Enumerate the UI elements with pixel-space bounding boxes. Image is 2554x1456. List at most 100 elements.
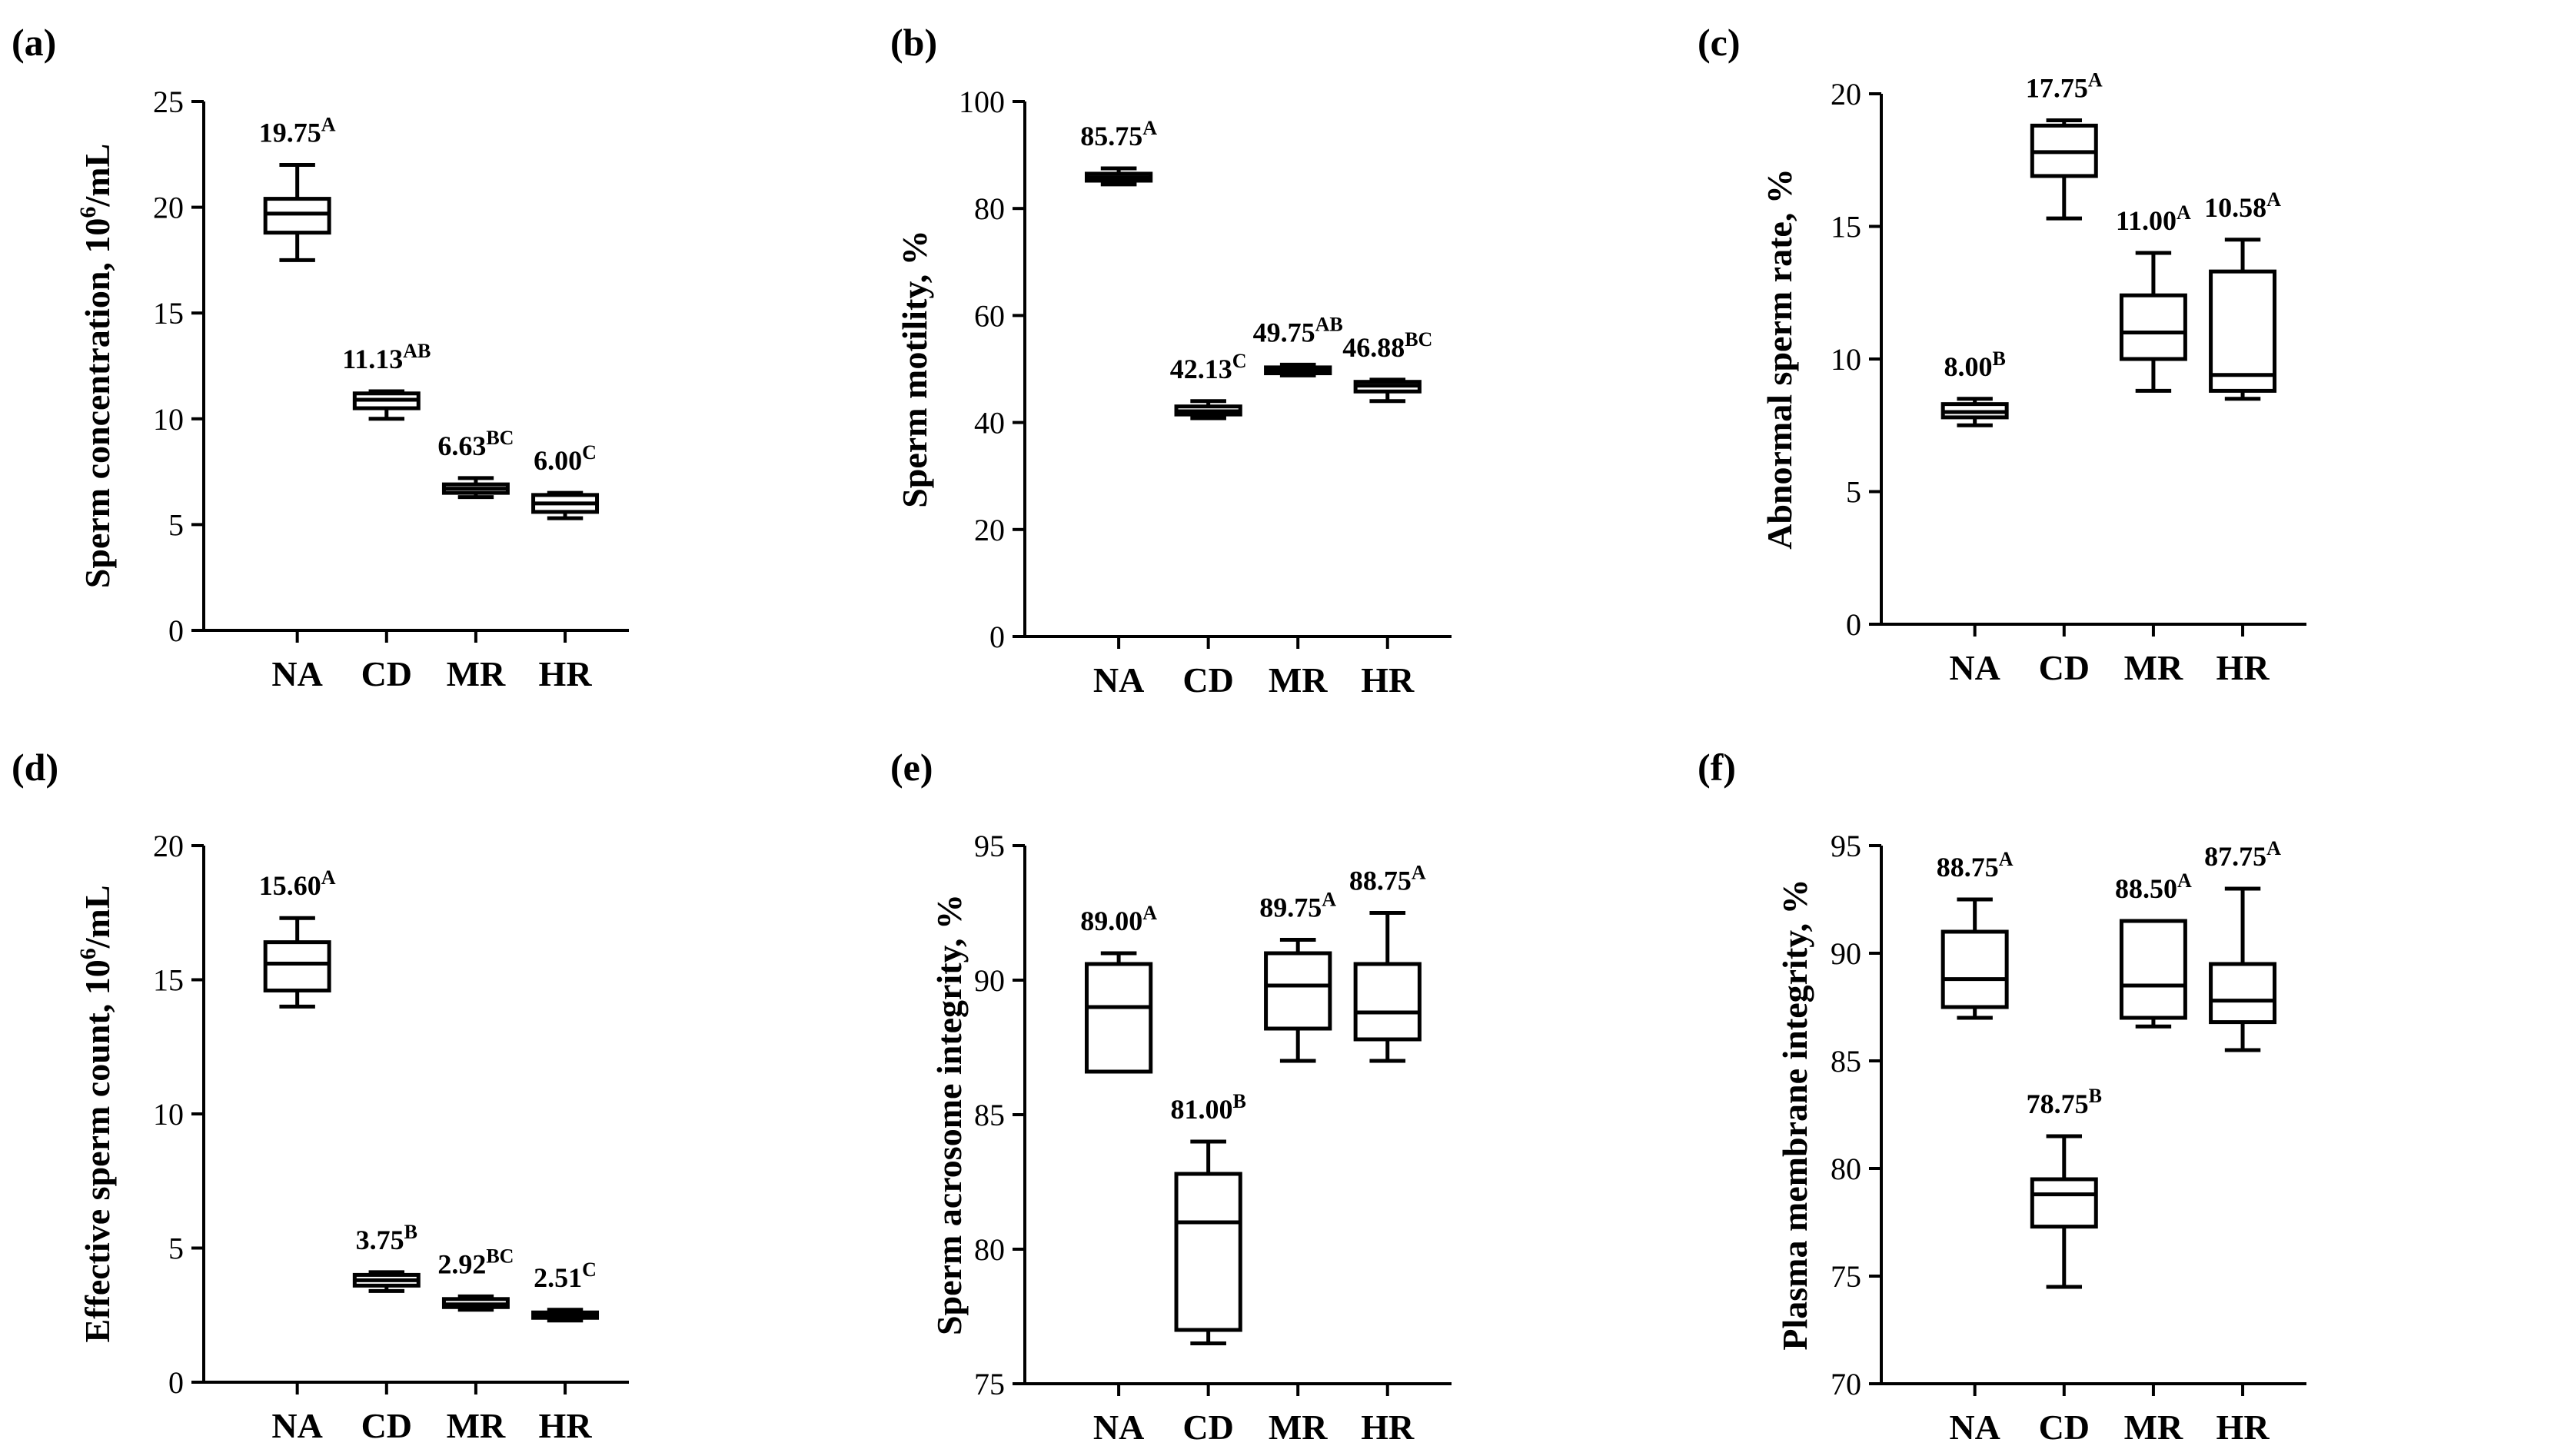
box-iqr xyxy=(2119,293,2187,361)
x-tick-label-mr: MR xyxy=(447,1406,506,1445)
x-tick-label-cd: CD xyxy=(2039,1408,2090,1447)
box-hr xyxy=(531,1308,600,1323)
box-cd xyxy=(352,389,421,421)
y-tick-label: 0 xyxy=(989,620,1005,654)
y-tick-label: 10 xyxy=(153,402,184,437)
y-tick-label: 85 xyxy=(974,1098,1005,1132)
y-tick-label: 75 xyxy=(1831,1259,1861,1294)
x-tick-label-na: NA xyxy=(1949,648,2000,687)
y-tick-label: 95 xyxy=(1831,829,1861,863)
box-cd xyxy=(352,1270,421,1293)
y-tick-label: 85 xyxy=(1831,1044,1861,1079)
box-iqr xyxy=(263,940,331,992)
x-tick-label-mr: MR xyxy=(2124,648,2183,687)
box-hr xyxy=(2209,238,2277,401)
x-tick-label-na: NA xyxy=(271,1406,322,1445)
y-axis-label: Plasma membrane integrity, % xyxy=(1775,879,1814,1350)
y-tick-label: 10 xyxy=(1831,342,1861,377)
box-cd xyxy=(1174,399,1242,421)
data-label-cd: 42.13C xyxy=(1170,350,1247,384)
x-tick-label-mr: MR xyxy=(1269,660,1328,700)
data-label-mr: 89.75A xyxy=(1259,889,1336,923)
box-iqr xyxy=(1174,1172,1242,1332)
y-axis-label: Sperm acrosome integrity, % xyxy=(929,894,969,1335)
y-tick-label: 90 xyxy=(1831,936,1861,971)
data-label-cd: 17.75A xyxy=(2026,69,2103,104)
data-label-hr: 87.75A xyxy=(2204,837,2281,872)
y-tick-label: 15 xyxy=(153,296,184,331)
data-label-na: 88.75A xyxy=(1937,848,2014,883)
y-tick-label: 40 xyxy=(974,406,1005,440)
data-label-na: 85.75A xyxy=(1080,117,1157,151)
box-iqr xyxy=(1264,951,1332,1031)
box-na xyxy=(1940,897,2009,1020)
data-label-cd: 11.13AB xyxy=(342,340,431,374)
box-mr xyxy=(441,476,510,500)
box-mr xyxy=(2119,919,2187,1029)
box-mr xyxy=(2119,251,2187,393)
y-tick-label: 0 xyxy=(1846,607,1861,642)
y-tick-label: 80 xyxy=(974,191,1005,226)
panel-label: (e) xyxy=(890,746,933,789)
y-tick-label: 5 xyxy=(168,1232,184,1266)
y-axis-label: Sperm motility, % xyxy=(895,230,934,508)
panel-label: (b) xyxy=(890,21,937,64)
x-tick-label-mr: MR xyxy=(447,654,506,693)
y-tick-label: 20 xyxy=(153,829,184,863)
panel-d: (d) 0 5 10 15 20 Effective sperm count, 106/mL… xyxy=(12,746,629,1445)
x-tick-label-mr: MR xyxy=(2124,1408,2183,1447)
x-tick-label-na: NA xyxy=(1093,660,1144,700)
y-tick-label: 100 xyxy=(959,85,1005,119)
box-iqr xyxy=(1084,962,1153,1074)
x-tick-label-hr: HR xyxy=(539,1406,593,1445)
data-label-hr: 2.51C xyxy=(534,1258,597,1293)
x-tick-label-na: NA xyxy=(1093,1408,1144,1447)
x-tick-label-cd: CD xyxy=(2039,648,2090,687)
data-label-na: 8.00B xyxy=(1944,347,2005,382)
data-label-cd: 78.75B xyxy=(2027,1085,2102,1119)
y-tick-label: 75 xyxy=(974,1367,1005,1401)
y-tick-label: 80 xyxy=(1831,1152,1861,1186)
data-label-mr: 88.50A xyxy=(2115,869,2192,904)
y-tick-label: 20 xyxy=(153,191,184,225)
box-hr xyxy=(2209,886,2277,1052)
box-iqr xyxy=(2119,919,2187,1020)
x-tick-label-na: NA xyxy=(271,654,322,693)
y-axis-label: Effective sperm count, 106/mL xyxy=(75,886,117,1343)
y-tick-label: 5 xyxy=(1846,475,1861,510)
panel-f: (f) 70 75 80 85 90 95 Plasma membrane integrity… xyxy=(1698,746,2306,1447)
x-tick-label-hr: HR xyxy=(2216,1408,2270,1447)
data-label-na: 19.75A xyxy=(259,114,336,148)
box-cd xyxy=(1174,1139,1242,1345)
box-na xyxy=(263,163,331,262)
data-label-hr: 10.58A xyxy=(2204,188,2281,223)
box-na xyxy=(263,916,331,1009)
box-iqr xyxy=(2030,1177,2098,1229)
data-label-na: 89.00A xyxy=(1080,902,1157,936)
y-tick-label: 70 xyxy=(1831,1367,1861,1401)
data-label-hr: 6.00C xyxy=(534,441,597,476)
box-iqr xyxy=(1353,962,1422,1042)
y-axis-label: Sperm concentration, 106/mL xyxy=(75,144,117,588)
y-tick-label: 0 xyxy=(168,613,184,648)
panel-a: (a) 0 5 10 15 20 25 Sperm concentration, 106/mL… xyxy=(12,21,629,693)
x-tick-label-hr: HR xyxy=(2216,648,2270,687)
box-mr xyxy=(1264,362,1332,377)
data-label-mr: 6.63BC xyxy=(437,427,514,461)
box-iqr xyxy=(1940,929,2009,1009)
y-tick-label: 15 xyxy=(1831,210,1861,244)
data-label-hr: 88.75A xyxy=(1349,862,1426,896)
y-tick-label: 90 xyxy=(974,963,1005,998)
box-na xyxy=(1940,397,2009,427)
x-tick-label-mr: MR xyxy=(1269,1408,1328,1447)
box-na xyxy=(1084,951,1153,1074)
box-mr xyxy=(441,1294,510,1312)
y-tick-label: 25 xyxy=(153,85,184,119)
panel-b: (b) 0 20 40 60 80 100 Sperm motility, % NA 85.75A… xyxy=(890,21,1452,700)
panel-label: (a) xyxy=(12,21,56,64)
box-hr xyxy=(531,490,600,520)
box-iqr xyxy=(263,197,331,235)
